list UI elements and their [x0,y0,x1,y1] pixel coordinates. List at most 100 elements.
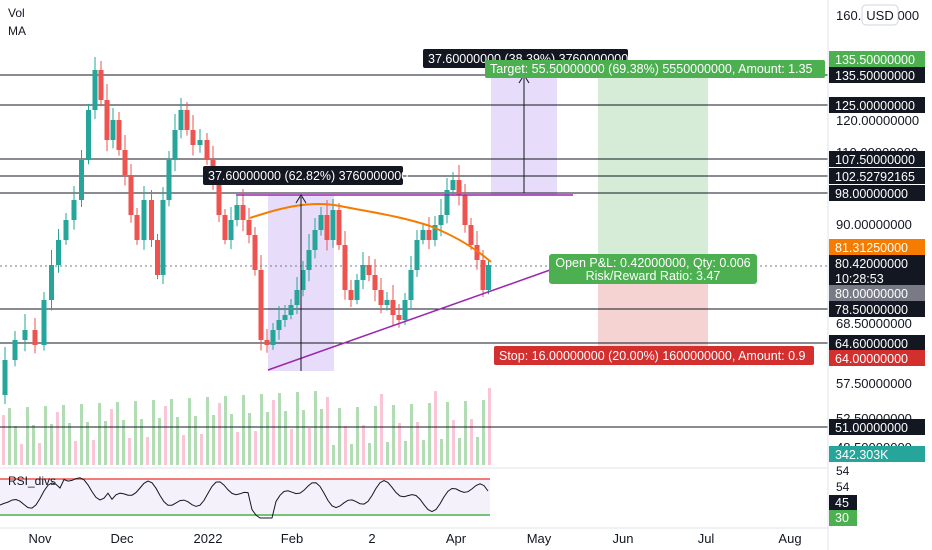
candle-body [414,240,420,270]
price-tag[interactable]: 107.50000000 [829,151,925,167]
candle-body [92,70,98,110]
volume-bar [434,391,437,465]
volume-bar [392,405,395,465]
candle-body [444,190,450,215]
rsi-line[interactable] [0,477,489,519]
price-tag[interactable]: 125.00000000 [829,97,925,113]
time-axis-label: Feb [281,531,303,546]
volume-bar [296,392,299,465]
candle-body [166,160,172,200]
price-tag[interactable]: 98.00000000 [829,185,925,201]
candle-body [264,340,270,345]
candle-body [372,275,378,290]
price-tag-text: 64.00000000 [835,352,908,366]
price-tag-box [829,446,925,462]
currency-button[interactable]: USD [861,4,899,26]
pnl-label-box [549,254,757,284]
volume-bar [272,400,275,465]
volume-bar [176,417,179,465]
rsi-tag-box [829,510,857,526]
measure-left-label[interactable]: 37.60000000 (62.82%) 3760000000 [203,166,408,185]
legend-ma[interactable]: MA [8,24,26,38]
price-tag[interactable]: 51.00000000 [829,419,925,435]
volume-bar [170,399,173,465]
candle-body [408,270,414,300]
time-axis[interactable]: Nov Dec 2022 Feb 2 Apr May Jun Jul Aug [28,531,801,546]
price-tag[interactable]: 78.50000000 [829,301,925,317]
price-tag-text: 51.00000000 [835,421,908,435]
annotation-labels: 37.60000000 (38.39%) 376000000037.600000… [203,49,825,365]
price-tag[interactable]: 80.42000000 [829,255,925,271]
volume-bar [104,421,107,465]
price-tag[interactable]: 102.52792165 [829,168,925,184]
price-tag-box [829,151,925,167]
candle-body [270,330,276,345]
price-tick-label: 90.00000000 [836,217,912,232]
price-tag[interactable]: 81.31250000 [829,239,925,255]
rising-trendline[interactable] [267,269,551,371]
volume-bar [254,431,257,465]
price-tag[interactable]: 64.60000000 [829,335,925,351]
candle-body [22,330,28,340]
price-tag[interactable]: 64.00000000 [829,350,925,366]
time-axis-label: Jun [613,531,634,546]
price-tag-text: 80.42000000 [835,257,908,271]
legend-vol[interactable]: Vol [8,6,25,20]
rsi-tag[interactable]: 45 [829,495,857,511]
candle-body [420,230,426,240]
price-scale-tags: 135.50000000 135.50000000 125.00000000 107.… [829,51,925,526]
volume-bar [320,409,323,465]
price-tag[interactable]: 135.50000000 [829,51,925,67]
volume-bar [146,437,149,465]
price-tag-box [829,301,925,317]
price-tag-box [829,255,925,271]
candle-body [336,210,342,245]
volume-bar [290,429,293,465]
time-axis-label: Jul [698,531,715,546]
volume-bar [86,422,89,465]
candle-body [438,215,444,225]
volume-bar [314,391,317,465]
volume-bar [44,406,47,465]
candle-body [300,270,306,290]
volume-bar [380,394,383,465]
candle-body [79,160,84,200]
volume-bar [476,437,479,465]
volume-bar [32,425,35,465]
volume-bar [242,395,245,465]
candle-body [110,120,116,140]
price-tag-text: 81.31250000 [835,241,908,255]
rsi-band [0,479,490,515]
candle-body [294,290,300,305]
pnl-label[interactable]: Open P&L: 0.42000000, Qty: 0.006Risk/Rew… [549,254,757,284]
rsi-tick-label: 54 [836,464,850,478]
candle-body [312,230,318,250]
price-tag[interactable]: 80.00000000 [829,285,925,301]
volume-bar [338,408,341,465]
price-tag[interactable]: 10:28:53 [829,270,925,286]
moving-average-line[interactable] [249,202,492,263]
rsi-tag-text: 45 [835,496,849,510]
volume-bar [116,402,119,465]
price-tag[interactable]: 342.303K [829,446,925,462]
candle-body [190,130,196,145]
candle-body [56,240,61,265]
volume-bar [278,393,281,465]
target-zone [598,75,708,283]
candle-body [32,330,38,345]
price-tag-box [829,97,925,113]
candle-body [222,215,228,240]
stop-label[interactable]: Stop: 16.00000000 (20.00%) 1600000000, A… [494,346,814,365]
price-tag[interactable]: 135.50000000 [829,67,925,83]
target-label[interactable]: Target: 55.50000000 (69.38%) 5550000000,… [485,60,825,78]
time-axis-label: 2022 [194,531,223,546]
candle-body [378,290,384,305]
rsi-tag[interactable]: 30 [829,510,857,526]
volume-bar [98,403,101,465]
volume-bar [8,408,11,465]
volume-bar [374,406,377,465]
time-axis-label: May [527,531,552,546]
legend-rsi[interactable]: RSI_divs [8,474,56,488]
